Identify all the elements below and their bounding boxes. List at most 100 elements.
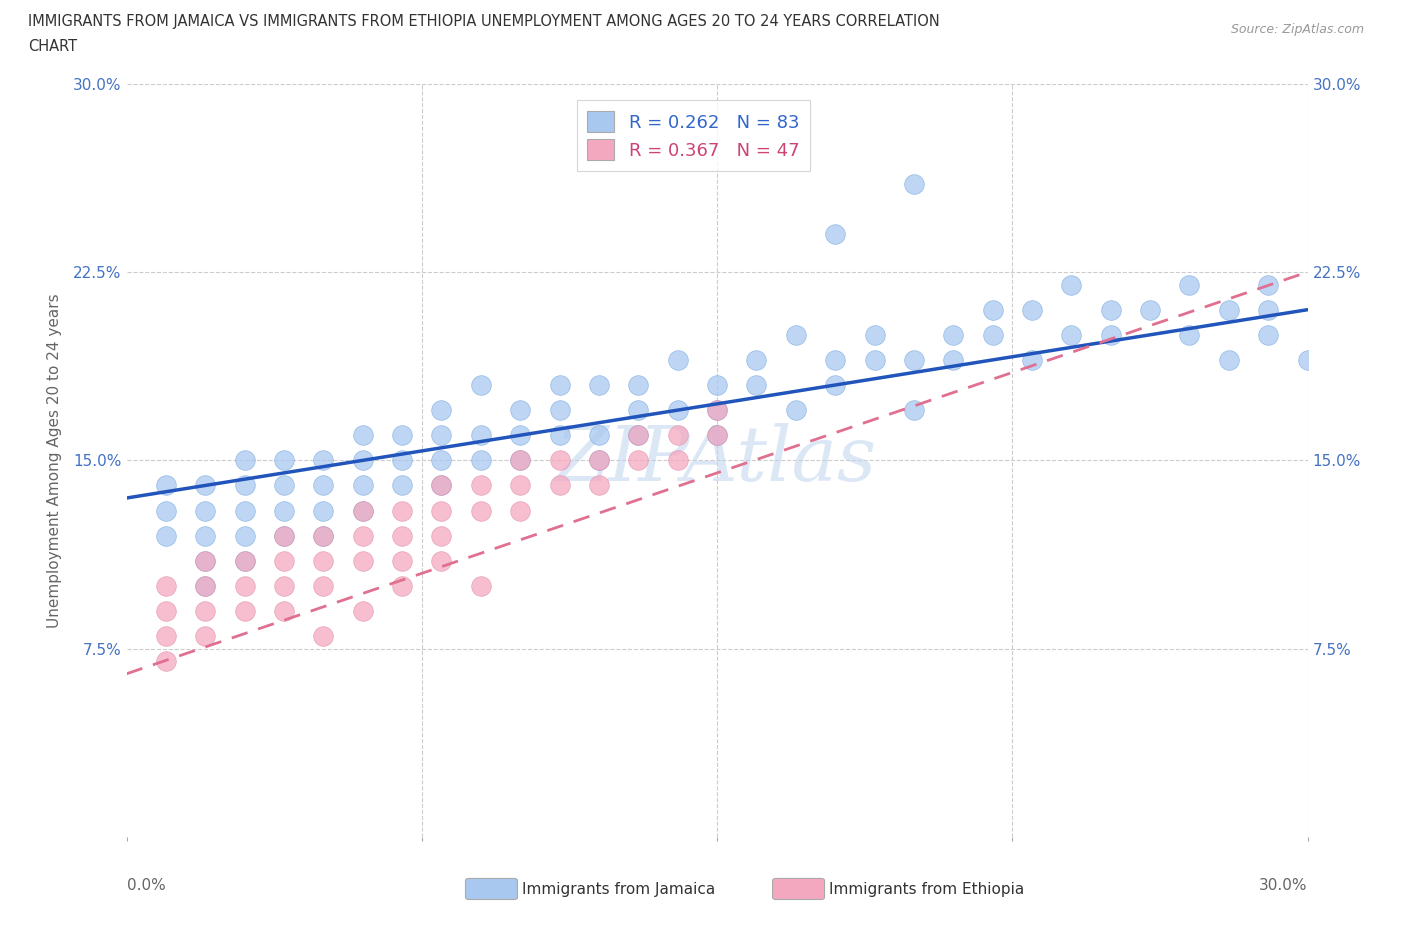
Point bbox=[430, 403, 453, 418]
Point bbox=[194, 604, 217, 618]
Point bbox=[312, 578, 335, 593]
Point bbox=[155, 604, 177, 618]
Point bbox=[312, 478, 335, 493]
Text: IMMIGRANTS FROM JAMAICA VS IMMIGRANTS FROM ETHIOPIA UNEMPLOYMENT AMONG AGES 20 T: IMMIGRANTS FROM JAMAICA VS IMMIGRANTS FR… bbox=[28, 14, 939, 29]
Point bbox=[233, 478, 256, 493]
Point bbox=[745, 352, 768, 367]
Point bbox=[863, 327, 886, 342]
Text: 30.0%: 30.0% bbox=[1260, 879, 1308, 894]
Point bbox=[155, 478, 177, 493]
Point bbox=[1099, 327, 1122, 342]
Point bbox=[155, 503, 177, 518]
Point bbox=[509, 503, 531, 518]
Point bbox=[391, 578, 413, 593]
Point bbox=[588, 378, 610, 392]
Point bbox=[588, 453, 610, 468]
Point bbox=[1021, 302, 1043, 317]
Point bbox=[391, 428, 413, 443]
Point bbox=[706, 428, 728, 443]
Point bbox=[352, 478, 374, 493]
Point bbox=[706, 428, 728, 443]
Point bbox=[312, 629, 335, 644]
Point bbox=[706, 403, 728, 418]
Point bbox=[470, 503, 492, 518]
Point bbox=[627, 378, 650, 392]
Point bbox=[903, 403, 925, 418]
Point bbox=[352, 453, 374, 468]
Point bbox=[942, 352, 965, 367]
Point bbox=[627, 453, 650, 468]
Point bbox=[352, 553, 374, 568]
Point bbox=[509, 403, 531, 418]
Point bbox=[430, 503, 453, 518]
Text: Source: ZipAtlas.com: Source: ZipAtlas.com bbox=[1230, 23, 1364, 36]
Point bbox=[273, 553, 295, 568]
Point bbox=[1257, 327, 1279, 342]
Point bbox=[352, 428, 374, 443]
Point bbox=[666, 403, 689, 418]
Point bbox=[233, 453, 256, 468]
Y-axis label: Unemployment Among Ages 20 to 24 years: Unemployment Among Ages 20 to 24 years bbox=[46, 293, 62, 628]
Point bbox=[706, 378, 728, 392]
Point bbox=[155, 578, 177, 593]
Point bbox=[470, 378, 492, 392]
Point bbox=[352, 604, 374, 618]
Point bbox=[627, 428, 650, 443]
Point bbox=[155, 629, 177, 644]
Point bbox=[155, 654, 177, 669]
Point bbox=[1257, 302, 1279, 317]
Point bbox=[312, 503, 335, 518]
Point bbox=[1218, 302, 1240, 317]
Point bbox=[155, 528, 177, 543]
Point bbox=[312, 453, 335, 468]
Point bbox=[588, 453, 610, 468]
Point bbox=[273, 528, 295, 543]
Point bbox=[430, 528, 453, 543]
Point bbox=[233, 553, 256, 568]
Point bbox=[312, 528, 335, 543]
Point bbox=[470, 578, 492, 593]
Point bbox=[273, 453, 295, 468]
Point bbox=[391, 478, 413, 493]
Point bbox=[627, 403, 650, 418]
Point bbox=[233, 528, 256, 543]
Point bbox=[548, 428, 571, 443]
Point bbox=[273, 604, 295, 618]
Point bbox=[824, 227, 846, 242]
Point bbox=[430, 478, 453, 493]
Point bbox=[863, 352, 886, 367]
Text: Immigrants from Ethiopia: Immigrants from Ethiopia bbox=[830, 883, 1025, 897]
Point bbox=[903, 177, 925, 192]
Point bbox=[194, 629, 217, 644]
Point bbox=[1021, 352, 1043, 367]
Point bbox=[1060, 277, 1083, 292]
Point bbox=[194, 553, 217, 568]
Point bbox=[430, 453, 453, 468]
Point bbox=[352, 528, 374, 543]
Point bbox=[1218, 352, 1240, 367]
Point bbox=[509, 478, 531, 493]
Point bbox=[745, 378, 768, 392]
Point bbox=[391, 528, 413, 543]
Point bbox=[706, 403, 728, 418]
Point bbox=[233, 604, 256, 618]
Point bbox=[273, 503, 295, 518]
Point bbox=[312, 553, 335, 568]
Point bbox=[666, 352, 689, 367]
Point bbox=[391, 553, 413, 568]
Point bbox=[273, 528, 295, 543]
Point bbox=[391, 453, 413, 468]
Text: CHART: CHART bbox=[28, 39, 77, 54]
Point bbox=[548, 403, 571, 418]
Point bbox=[509, 453, 531, 468]
Point bbox=[233, 578, 256, 593]
Point bbox=[824, 352, 846, 367]
Point bbox=[1139, 302, 1161, 317]
Point bbox=[194, 478, 217, 493]
Point bbox=[194, 578, 217, 593]
Point bbox=[981, 302, 1004, 317]
Point bbox=[273, 578, 295, 593]
Point bbox=[273, 478, 295, 493]
Point bbox=[391, 503, 413, 518]
Point bbox=[470, 478, 492, 493]
